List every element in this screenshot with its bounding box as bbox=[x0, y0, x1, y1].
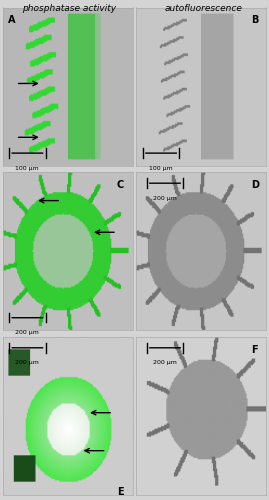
Text: E: E bbox=[117, 487, 123, 497]
Text: F: F bbox=[251, 344, 257, 354]
Text: D: D bbox=[251, 180, 259, 190]
Text: 200 μm: 200 μm bbox=[153, 360, 177, 366]
Text: 200 μm: 200 μm bbox=[153, 196, 177, 201]
Text: phosphatase activity: phosphatase activity bbox=[22, 4, 116, 13]
Text: 100 μm: 100 μm bbox=[16, 166, 39, 171]
Text: 200 μm: 200 μm bbox=[15, 330, 39, 336]
Text: autofluorescence: autofluorescence bbox=[164, 4, 242, 13]
Text: C: C bbox=[117, 180, 124, 190]
Text: 200 μm: 200 μm bbox=[15, 360, 39, 366]
Text: 100 μm: 100 μm bbox=[149, 166, 173, 171]
Text: A: A bbox=[8, 16, 15, 26]
Text: B: B bbox=[251, 16, 258, 26]
